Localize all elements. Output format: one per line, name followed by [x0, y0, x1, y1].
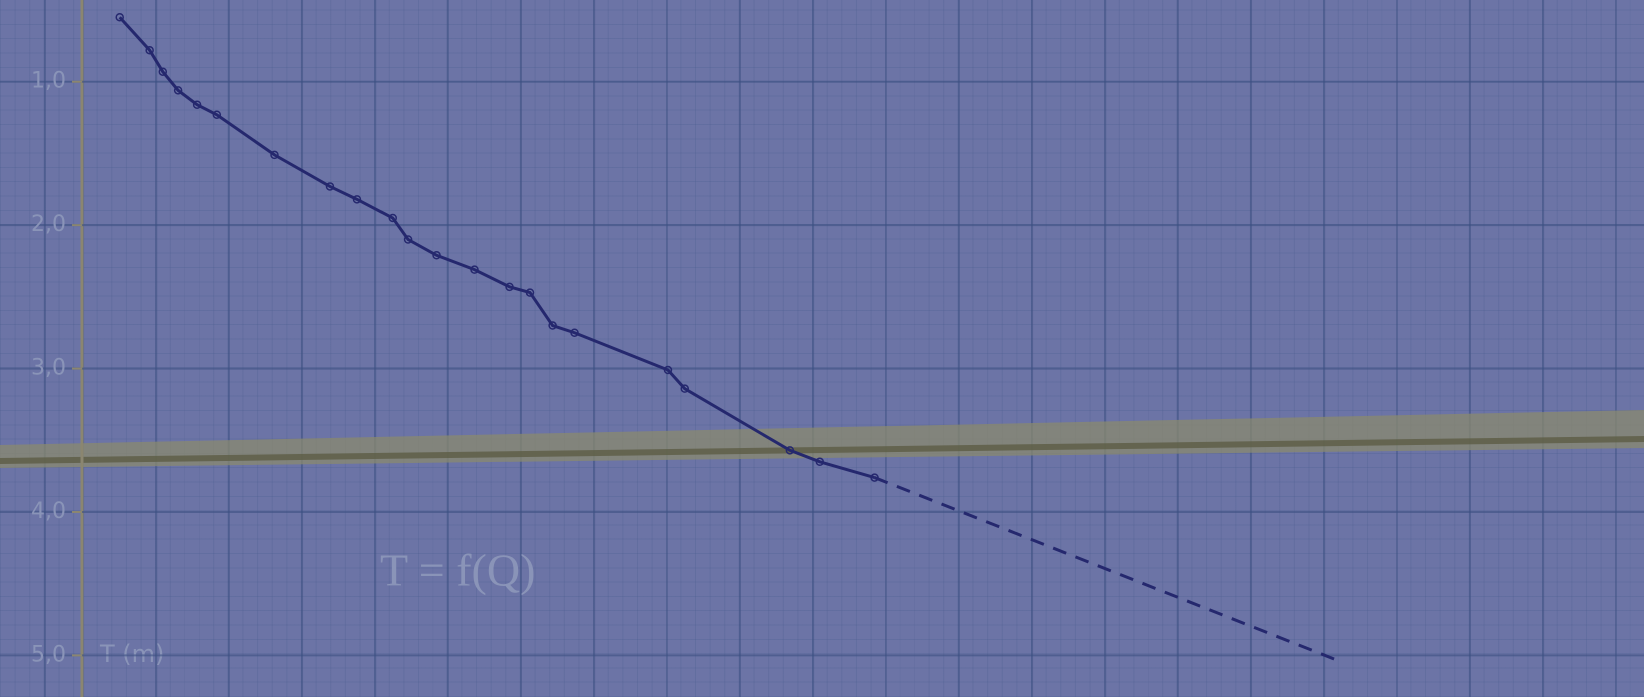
y-axis-label: T (m)	[99, 640, 164, 668]
y-tick-label: 2,0	[31, 212, 66, 237]
series-line	[120, 17, 875, 477]
y-tick-label: 1,0	[31, 69, 66, 94]
series-line	[875, 478, 1340, 662]
y-tick-label: 4,0	[31, 499, 66, 524]
chart: T = f(Q) T (m) 1,0 2,0 3,0 4,0 5,0	[0, 0, 1644, 697]
y-tick-label: 5,0	[31, 642, 66, 667]
y-tick-label: 3,0	[31, 356, 66, 381]
annotation: T = f(Q)	[380, 545, 535, 596]
page: T = f(Q) T (m) 1,02,03,04,05,0 (() => { …	[0, 0, 1644, 697]
